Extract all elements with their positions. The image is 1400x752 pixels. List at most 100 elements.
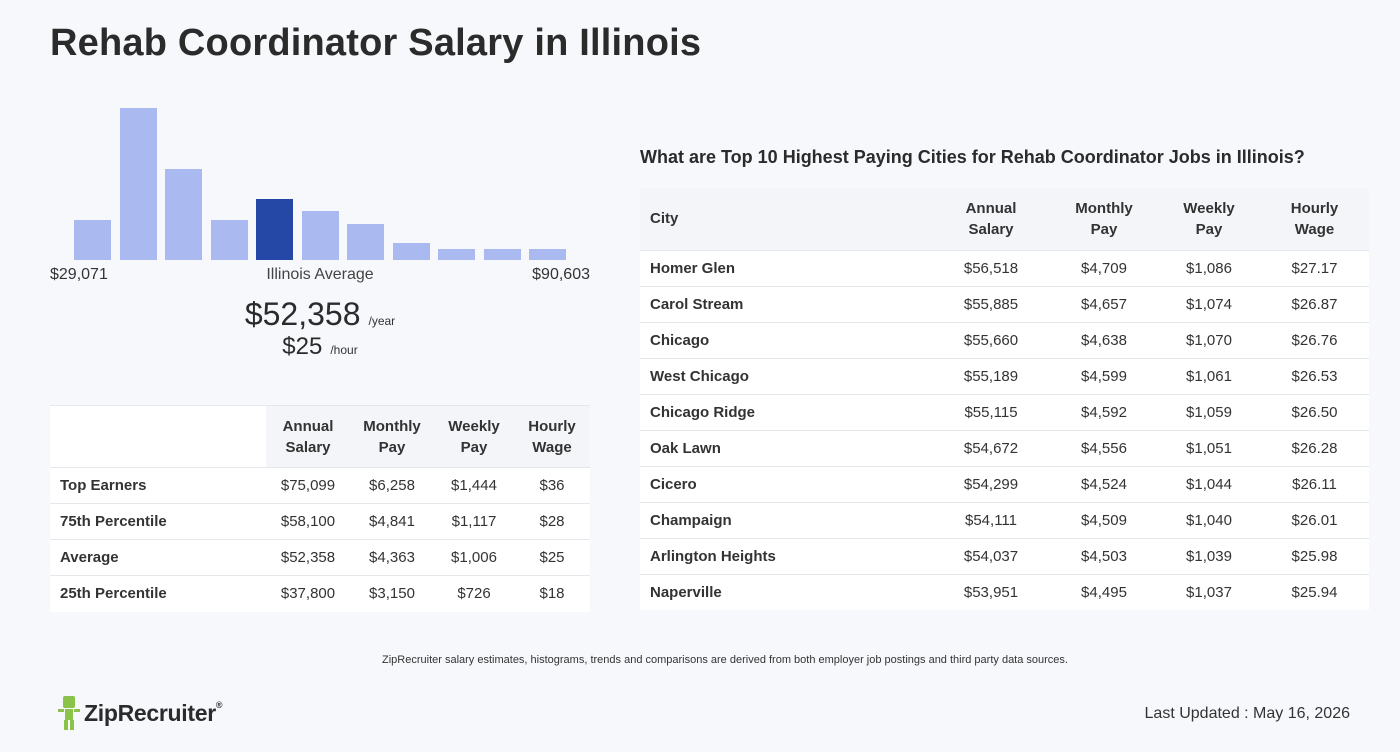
percentile-header-annual: Annual Salary — [266, 405, 350, 468]
table-row: Average $52,358 $4,363 $1,006 $25 — [50, 539, 590, 576]
row-label: Chicago Ridge — [640, 394, 932, 431]
table-cell: $4,495 — [1050, 574, 1158, 610]
row-label: Carol Stream — [640, 286, 932, 323]
row-label: Homer Glen — [640, 250, 932, 287]
table-cell: $53,951 — [932, 574, 1050, 610]
table-cell: $1,051 — [1158, 430, 1260, 467]
row-label: Average — [50, 539, 266, 576]
table-cell: $1,059 — [1158, 394, 1260, 431]
histogram-bar — [210, 220, 248, 260]
histogram-bar — [529, 249, 566, 260]
table-cell: $55,660 — [932, 322, 1050, 359]
table-cell: $4,363 — [350, 539, 434, 576]
cities-header-annual: Annual Salary — [932, 188, 1050, 251]
percentile-table-header: Annual Salary Monthly Pay Weekly Pay Hourly… — [50, 405, 590, 468]
histogram-bar — [438, 249, 475, 260]
row-label: 75th Percentile — [50, 503, 266, 540]
percentile-table: Annual Salary Monthly Pay Weekly Pay Hourly… — [50, 405, 590, 612]
table-row: Homer Glen $56,518 $4,709 $1,086 $27.17 — [640, 250, 1369, 287]
table-cell: $25.94 — [1260, 574, 1369, 610]
histogram-max-label: $90,603 — [532, 266, 590, 283]
cities-header-monthly: Monthly Pay — [1050, 188, 1158, 251]
table-row: Top Earners $75,099 $6,258 $1,444 $36 — [50, 467, 590, 504]
cities-heading: What are Top 10 Highest Paying Cities fo… — [640, 147, 1305, 167]
table-cell: $26.87 — [1260, 286, 1369, 323]
table-cell: $25.98 — [1260, 538, 1369, 575]
table-cell: $54,037 — [932, 538, 1050, 575]
table-cell: $1,086 — [1158, 250, 1260, 287]
table-row: Chicago Ridge $55,115 $4,592 $1,059 $26.50 — [640, 394, 1369, 431]
table-cell: $26.01 — [1260, 502, 1369, 539]
average-year-unit: /year — [368, 314, 396, 328]
table-cell: $4,509 — [1050, 502, 1158, 539]
histogram-bar — [256, 199, 293, 260]
table-cell: $1,070 — [1158, 322, 1260, 359]
table-cell: $55,885 — [932, 286, 1050, 323]
cities-header-weekly: Weekly Pay — [1158, 188, 1260, 251]
table-cell: $28 — [514, 503, 590, 540]
histogram-bar — [392, 243, 430, 260]
row-label: Top Earners — [50, 467, 266, 504]
cities-header-city: City — [640, 188, 932, 251]
table-cell: $6,258 — [350, 467, 434, 504]
table-row: Oak Lawn $54,672 $4,556 $1,051 $26.28 — [640, 430, 1369, 467]
table-cell: $4,556 — [1050, 430, 1158, 467]
table-cell: $4,599 — [1050, 358, 1158, 395]
row-label: Champaign — [640, 502, 932, 539]
table-cell: $1,074 — [1158, 286, 1260, 323]
histogram-labels: $29,071 Illinois Average $90,603 — [50, 266, 590, 286]
table-row: Cicero $54,299 $4,524 $1,044 $26.11 — [640, 466, 1369, 503]
table-row: Champaign $54,111 $4,509 $1,040 $26.01 — [640, 502, 1369, 539]
table-cell: $1,039 — [1158, 538, 1260, 575]
histogram-bar — [119, 108, 157, 260]
percentile-header-blank — [50, 405, 266, 468]
percentile-header-weekly: Weekly Pay — [434, 405, 514, 468]
histogram-bar — [301, 211, 339, 260]
table-cell: $58,100 — [266, 503, 350, 540]
table-row: Chicago $55,660 $4,638 $1,070 $26.76 — [640, 322, 1369, 359]
table-cell: $3,150 — [350, 575, 434, 612]
page-title: Rehab Coordinator Salary in Illinois — [50, 22, 702, 64]
histogram-bar — [74, 220, 111, 260]
row-label: Arlington Heights — [640, 538, 932, 575]
table-row: Arlington Heights $54,037 $4,503 $1,039 $25.… — [640, 538, 1369, 575]
percentile-header-monthly: Monthly Pay — [350, 405, 434, 468]
table-cell: $4,709 — [1050, 250, 1158, 287]
cities-table: City Annual Salary Monthly Pay Weekly Pay H… — [640, 188, 1369, 610]
table-cell: $54,299 — [932, 466, 1050, 503]
histogram-average-label: Illinois Average — [266, 266, 374, 283]
last-updated: Last Updated : May 16, 2026 — [1144, 705, 1350, 722]
logo-text: ZipRecruiter® — [84, 699, 223, 726]
table-row: 25th Percentile $37,800 $3,150 $726 $18 — [50, 575, 590, 612]
average-salary: $52,358/year $25/hour — [50, 296, 590, 361]
cities-header-hourly: Hourly Wage — [1260, 188, 1369, 251]
table-cell: $55,189 — [932, 358, 1050, 395]
table-cell: $1,037 — [1158, 574, 1260, 610]
row-label: Cicero — [640, 466, 932, 503]
percentile-header-hourly: Hourly Wage — [514, 405, 590, 468]
table-row: West Chicago $55,189 $4,599 $1,061 $26.53 — [640, 358, 1369, 395]
table-cell: $1,117 — [434, 503, 514, 540]
table-cell: $1,040 — [1158, 502, 1260, 539]
table-cell: $56,518 — [932, 250, 1050, 287]
table-cell: $1,006 — [434, 539, 514, 576]
ziprecruiter-mascot-icon — [58, 696, 80, 730]
ziprecruiter-logo[interactable]: ZipRecruiter® — [58, 696, 223, 730]
average-year-value: $52,358 — [244, 296, 361, 332]
row-label: 25th Percentile — [50, 575, 266, 612]
table-cell: $27.17 — [1260, 250, 1369, 287]
table-cell: $26.50 — [1260, 394, 1369, 431]
table-cell: $26.11 — [1260, 466, 1369, 503]
average-year-row: $52,358/year — [50, 296, 590, 333]
disclaimer: ZipRecruiter salary estimates, histogram… — [382, 654, 1068, 666]
table-row: 75th Percentile $58,100 $4,841 $1,117 $28 — [50, 503, 590, 540]
table-cell: $4,841 — [350, 503, 434, 540]
row-label: Naperville — [640, 574, 932, 610]
table-cell: $26.76 — [1260, 322, 1369, 359]
table-cell: $36 — [514, 467, 590, 504]
histogram-bar — [483, 249, 521, 260]
cities-table-header: City Annual Salary Monthly Pay Weekly Pay H… — [640, 188, 1369, 251]
row-label: Chicago — [640, 322, 932, 359]
histogram-bar — [347, 224, 384, 260]
table-cell: $26.53 — [1260, 358, 1369, 395]
